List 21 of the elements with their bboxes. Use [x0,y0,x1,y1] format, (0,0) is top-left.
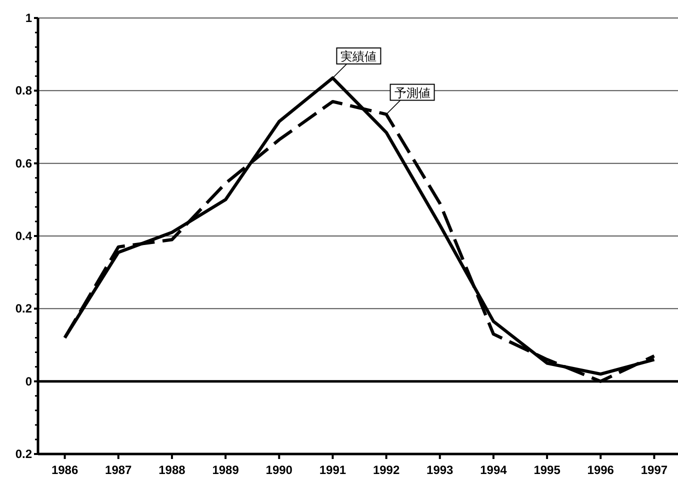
x-tick-label: 1990 [266,463,293,477]
x-tick-label: 1989 [212,463,240,477]
y-tick-label: 0.2 [15,447,32,461]
x-tick-label: 1987 [105,463,132,477]
y-tick-label: 0.6 [15,156,32,170]
y-tick-label: 0.2 [15,302,32,316]
x-tick-label: 1992 [372,463,400,477]
annotation: 実績値 [340,49,377,64]
x-tick-label: 1997 [640,463,668,477]
x-tick-label: 1994 [480,463,508,477]
y-tick-label: 0.8 [15,84,32,98]
x-tick-label: 1991 [319,463,346,477]
y-tick-label: 0.4 [15,229,32,243]
y-tick-label: 1 [25,11,32,25]
annotation: 予測値 [394,86,430,100]
x-tick-label: 1995 [534,463,561,477]
x-tick-label: 1986 [51,463,78,477]
x-tick-label: 1988 [158,463,186,477]
x-tick-label: 1996 [587,463,614,477]
x-tick-label: 1993 [426,463,454,477]
y-tick-label: 0 [25,374,32,388]
